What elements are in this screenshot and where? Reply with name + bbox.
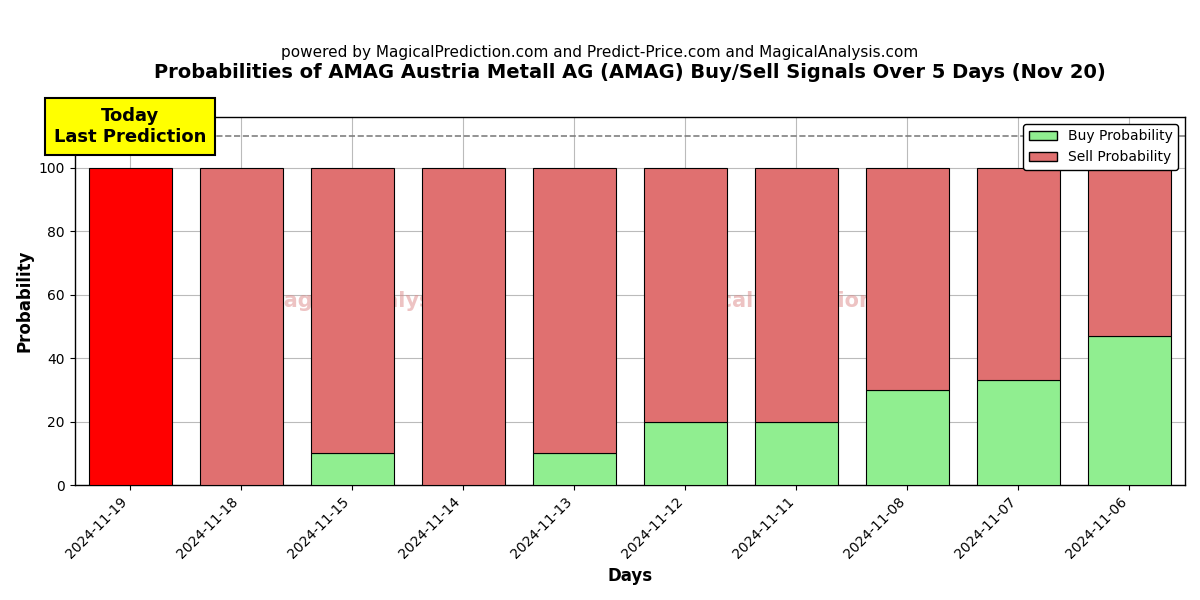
X-axis label: Days: Days <box>607 567 653 585</box>
Y-axis label: Probability: Probability <box>16 250 34 352</box>
Bar <box>311 167 394 454</box>
Bar <box>865 390 949 485</box>
Text: Today
Last Prediction: Today Last Prediction <box>54 107 206 146</box>
Bar <box>755 422 838 485</box>
Bar <box>421 167 505 485</box>
Bar <box>1088 336 1171 485</box>
Bar <box>643 422 727 485</box>
Bar <box>1088 167 1171 336</box>
Bar <box>643 167 727 422</box>
Bar <box>755 167 838 422</box>
Bar <box>865 167 949 390</box>
Text: MagicalPrediction.com: MagicalPrediction.com <box>662 291 930 311</box>
Bar <box>199 167 283 485</box>
Title: Probabilities of AMAG Austria Metall AG (AMAG) Buy/Sell Signals Over 5 Days (Nov: Probabilities of AMAG Austria Metall AG … <box>154 63 1105 82</box>
Bar <box>533 454 616 485</box>
Bar <box>533 167 616 454</box>
Bar <box>977 380 1060 485</box>
Legend: Buy Probability, Sell Probability: Buy Probability, Sell Probability <box>1024 124 1178 170</box>
Bar <box>977 167 1060 380</box>
Bar <box>89 167 172 485</box>
Text: MagicalAnalysis.com: MagicalAnalysis.com <box>263 291 508 311</box>
Text: powered by MagicalPrediction.com and Predict-Price.com and MagicalAnalysis.com: powered by MagicalPrediction.com and Pre… <box>281 45 919 60</box>
Bar <box>311 454 394 485</box>
